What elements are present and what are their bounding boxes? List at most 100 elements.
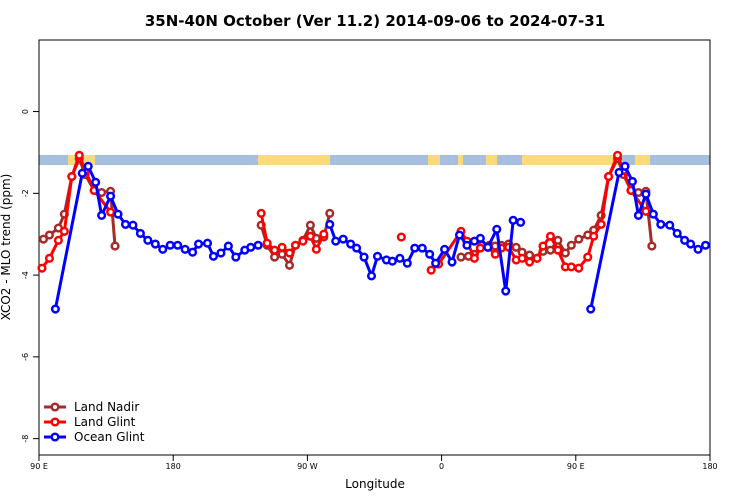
- x-tick-label: 180: [166, 462, 181, 471]
- data-point: [574, 263, 584, 273]
- data-point: [110, 241, 120, 251]
- x-tick-label: 90 E: [567, 462, 585, 471]
- legend-label: Land Nadir: [74, 400, 139, 414]
- data-point: [566, 240, 576, 250]
- data-point: [253, 240, 263, 250]
- data-point: [331, 236, 341, 246]
- data-point: [193, 239, 204, 249]
- x-tick-label: 180: [702, 462, 717, 471]
- data-point: [647, 241, 657, 251]
- data-point: [74, 150, 84, 160]
- data-point: [545, 231, 556, 241]
- y-tick-label: -4: [21, 271, 30, 279]
- data-point: [672, 228, 682, 238]
- data-point: [83, 161, 93, 171]
- data-point: [338, 234, 348, 244]
- data-point: [402, 258, 412, 268]
- x-axis-label: Longitude: [345, 477, 405, 491]
- data-point: [346, 239, 356, 249]
- data-point: [560, 248, 570, 258]
- data-point: [589, 231, 599, 241]
- data-point: [277, 242, 287, 252]
- data-point: [188, 247, 198, 257]
- legend-marker: [50, 432, 60, 442]
- data-point: [583, 252, 593, 262]
- data-point: [305, 231, 315, 241]
- y-tick-label: -6: [21, 353, 30, 361]
- data-point: [372, 251, 383, 261]
- data-point: [143, 235, 153, 245]
- x-tick-label: 90 E: [30, 462, 48, 471]
- data-point: [366, 271, 377, 281]
- data-point: [208, 251, 219, 261]
- legend-label: Ocean Glint: [74, 430, 145, 444]
- data-point: [180, 244, 190, 254]
- data-point: [44, 253, 54, 263]
- data-point: [456, 252, 466, 262]
- data-point: [538, 241, 548, 251]
- data-point: [59, 226, 69, 236]
- data-point: [38, 234, 49, 244]
- plot-frame: [38, 39, 711, 456]
- data-point: [325, 219, 335, 229]
- data-point: [128, 220, 138, 230]
- x-tick-label: 90 W: [297, 462, 318, 471]
- data-point: [517, 253, 527, 263]
- data-point: [501, 286, 511, 296]
- data-point: [270, 245, 280, 255]
- data-point: [311, 244, 321, 254]
- data-point: [270, 252, 280, 262]
- data-point: [492, 224, 502, 234]
- data-point: [596, 219, 606, 229]
- data-point: [77, 168, 87, 178]
- data-point: [97, 210, 107, 220]
- data-point: [50, 304, 60, 314]
- x-tick-label: 0: [439, 462, 444, 471]
- data-point: [396, 232, 406, 242]
- data-point: [231, 252, 241, 262]
- data-point: [173, 240, 183, 250]
- data-point: [67, 172, 77, 182]
- data-point: [447, 257, 457, 267]
- data-point: [553, 245, 563, 255]
- data-point: [319, 229, 329, 239]
- data-point: [426, 265, 436, 275]
- data-point: [483, 242, 493, 252]
- data-point: [290, 240, 301, 250]
- data-point: [352, 243, 362, 253]
- data-point: [648, 209, 658, 219]
- data-point: [553, 235, 563, 245]
- data-point: [150, 239, 160, 249]
- data-point: [525, 250, 535, 260]
- data-point: [700, 240, 711, 250]
- data-point: [641, 206, 651, 216]
- data-point: [246, 242, 256, 252]
- data-point: [665, 220, 675, 230]
- data-point: [284, 260, 295, 270]
- data-point: [165, 240, 175, 250]
- data-point: [425, 249, 435, 259]
- data-point: [106, 191, 116, 201]
- data-point: [135, 228, 145, 238]
- series-line: [53, 164, 259, 310]
- chart-title: 35N-40N October (Ver 11.2) 2014-09-06 to…: [145, 12, 605, 30]
- data-point: [277, 249, 287, 259]
- data-point: [120, 219, 131, 229]
- y-tick-label: -2: [21, 189, 30, 197]
- data-point: [620, 161, 630, 171]
- data-point: [574, 234, 584, 244]
- data-point: [490, 249, 500, 259]
- data-point: [417, 243, 427, 253]
- data-point: [462, 240, 472, 250]
- legend-marker: [50, 402, 60, 412]
- data-point: [693, 244, 703, 254]
- data-point: [91, 177, 101, 187]
- data-point: [614, 167, 624, 178]
- data-point: [475, 243, 485, 253]
- data-point: [106, 207, 116, 217]
- data-point: [586, 304, 596, 314]
- data-point: [53, 235, 63, 245]
- data-point: [532, 253, 542, 263]
- data-point: [37, 263, 47, 273]
